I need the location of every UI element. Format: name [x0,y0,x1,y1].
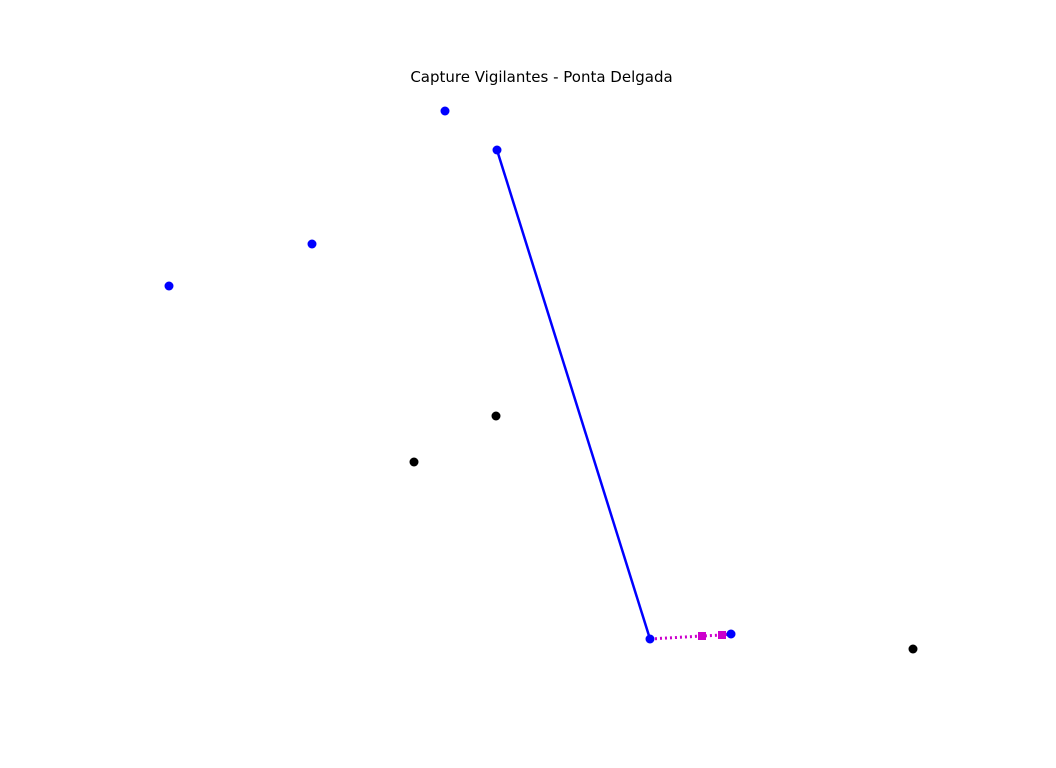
chart-title: Capture Vigilantes - Ponta Delgada [410,68,673,86]
series-1-point-5 [726,629,736,639]
series-3-line [649,632,732,641]
series-2-line [495,149,652,640]
series-1-point-3 [492,145,502,155]
series-1-point-4 [645,634,655,644]
series-1-point-0 [164,281,174,291]
series-3-point-1 [718,631,726,639]
series-0-point-1 [491,411,501,421]
series-3-point-0 [698,632,706,640]
series-1-point-2 [440,106,450,116]
series-0-point-2 [908,644,918,654]
series-0-point-0 [409,457,419,467]
series-1-point-1 [307,239,317,249]
